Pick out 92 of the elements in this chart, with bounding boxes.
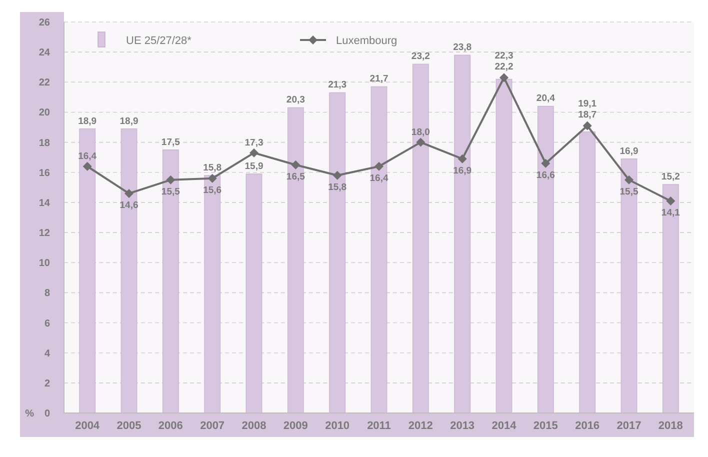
bar [370, 86, 388, 414]
x-tick-label: 2008 [242, 420, 266, 432]
bar [246, 174, 262, 414]
point [250, 148, 258, 158]
bar [537, 106, 554, 414]
data-label: 23,2 [411, 51, 430, 62]
bar [662, 184, 679, 414]
y-tick-label: 8 [44, 288, 50, 300]
y-axis-title: % [25, 408, 34, 420]
x-tick-label: 2010 [325, 420, 350, 432]
x-tick-label: 2009 [283, 420, 308, 432]
point [458, 154, 467, 164]
x-tick-label: 2005 [116, 420, 142, 432]
legend-label: UE 25/27/28* [126, 35, 192, 47]
data-label: 16,6 [536, 170, 555, 182]
bar [120, 128, 138, 414]
y-tick-label: 24 [38, 48, 50, 59]
point [82, 162, 92, 171]
y-tick-label: 16 [38, 168, 50, 179]
y-tick-label: 6 [44, 318, 50, 330]
data-label: 14,6 [120, 200, 138, 212]
x-tick-label: 2012 [408, 420, 433, 432]
data-label: 22,3 [494, 50, 514, 62]
data-label: 18,9 [120, 116, 138, 127]
point [208, 174, 217, 183]
bar [579, 131, 596, 414]
point [624, 175, 634, 184]
bar [329, 92, 346, 414]
y-tick-label: 0 [44, 408, 50, 420]
data-label: 19,1 [578, 98, 598, 110]
data-label: 18,0 [411, 126, 430, 138]
bar [496, 78, 512, 414]
data-label: 22,2 [494, 61, 514, 72]
data-label: 17,5 [161, 136, 181, 148]
x-tick-label: 2017 [616, 420, 642, 432]
y-tick-label: 14 [38, 198, 50, 209]
x-tick-label: 2011 [367, 420, 391, 432]
x-tick-label: 2013 [450, 420, 475, 432]
data-label: 16,4 [370, 173, 389, 184]
data-label: 15,5 [620, 186, 639, 198]
data-label: 16,9 [453, 166, 472, 177]
data-label: 20,4 [536, 93, 556, 104]
y-tick-label: 20 [38, 108, 50, 119]
data-label: 21,7 [370, 74, 388, 85]
legend-label: Luxembourg [336, 35, 398, 47]
bar [454, 54, 471, 414]
data-label: 18,7 [578, 109, 597, 120]
y-tick-label: 4 [44, 348, 50, 360]
x-tick-label: 2004 [75, 420, 100, 432]
point [124, 188, 134, 198]
bar [204, 175, 221, 414]
point [416, 138, 426, 147]
data-label: 18,9 [78, 116, 97, 127]
x-tick-label: 2014 [492, 420, 518, 432]
bar [620, 158, 638, 414]
data-label: 15,5 [161, 186, 181, 198]
point [666, 196, 676, 206]
point [374, 162, 384, 171]
point [332, 170, 342, 180]
data-label: 17,3 [244, 137, 264, 148]
x-tick-label: 2016 [575, 420, 600, 432]
x-tick-label: 2007 [200, 420, 225, 432]
point [541, 158, 550, 168]
bar [162, 150, 179, 414]
y-tick-label: 2 [44, 378, 50, 390]
point [291, 160, 300, 170]
bar [79, 128, 96, 414]
data-label: 23,8 [453, 42, 472, 54]
x-tick-label: 2018 [658, 420, 683, 432]
data-label: 15,8 [328, 182, 347, 194]
data-label: 16,5 [286, 172, 306, 183]
point [500, 73, 508, 82]
y-tick-label: 26 [38, 18, 50, 28]
data-label: 16,4 [78, 150, 98, 162]
y-tick-label: 22 [38, 78, 50, 89]
data-label: 14,1 [661, 208, 681, 219]
data-label: 16,9 [620, 146, 638, 157]
data-label: 15,9 [244, 160, 264, 172]
x-tick-label: 2015 [533, 420, 558, 432]
y-tick-label: 18 [38, 138, 50, 149]
y-tick-label: 10 [38, 258, 50, 270]
data-label: 15,6 [203, 185, 222, 196]
bar [412, 64, 429, 414]
data-label: 15,2 [661, 171, 680, 182]
y-tick-label: 12 [38, 228, 50, 240]
point [582, 121, 592, 130]
data-label: 15,8 [203, 162, 222, 174]
data-label: 20,3 [286, 94, 305, 106]
point [166, 175, 176, 184]
data-label: 21,3 [328, 80, 347, 91]
bar [287, 107, 304, 414]
x-tick-label: 2006 [158, 420, 183, 432]
